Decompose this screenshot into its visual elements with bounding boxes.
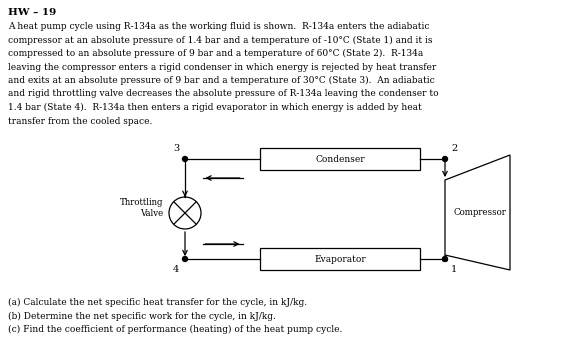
Text: transfer from the cooled space.: transfer from the cooled space. xyxy=(8,117,152,126)
Bar xyxy=(260,248,420,270)
Text: Condenser: Condenser xyxy=(315,155,365,164)
Polygon shape xyxy=(445,155,510,270)
Text: (b) Determine the net specific work for the cycle, in kJ/kg.: (b) Determine the net specific work for … xyxy=(8,312,276,321)
Text: compressed to an absolute pressure of 9 bar and a temperature of 60°C (State 2).: compressed to an absolute pressure of 9 … xyxy=(8,49,423,58)
Circle shape xyxy=(169,197,201,229)
Text: A heat pump cycle using R-134a as the working fluid is shown.  R-134a enters the: A heat pump cycle using R-134a as the wo… xyxy=(8,22,429,31)
Text: Compressor: Compressor xyxy=(453,208,506,217)
Text: 2: 2 xyxy=(451,144,457,153)
Text: leaving the compressor enters a rigid condenser in which energy is rejected by h: leaving the compressor enters a rigid co… xyxy=(8,62,436,71)
Circle shape xyxy=(443,157,448,161)
Text: compressor at an absolute pressure of 1.4 bar and a temperature of -10°C (State : compressor at an absolute pressure of 1.… xyxy=(8,35,432,45)
Text: HW – 19: HW – 19 xyxy=(8,8,57,17)
Circle shape xyxy=(443,257,448,261)
Circle shape xyxy=(183,157,187,161)
Circle shape xyxy=(183,257,187,261)
Text: 1.4 bar (State 4).  R-134a then enters a rigid evaporator in which energy is add: 1.4 bar (State 4). R-134a then enters a … xyxy=(8,103,422,112)
Bar xyxy=(260,148,420,170)
Text: (c) Find the coefficient of performance (heating) of the heat pump cycle.: (c) Find the coefficient of performance … xyxy=(8,325,343,334)
Text: 3: 3 xyxy=(173,144,179,153)
Text: and rigid throttling valve decreases the absolute pressure of R-134a leaving the: and rigid throttling valve decreases the… xyxy=(8,90,439,99)
Text: 1: 1 xyxy=(451,265,457,274)
Text: 4: 4 xyxy=(173,265,179,274)
Text: (a) Calculate the net specific heat transfer for the cycle, in kJ/kg.: (a) Calculate the net specific heat tran… xyxy=(8,298,307,307)
Text: and exits at an absolute pressure of 9 bar and a temperature of 30°C (State 3). : and exits at an absolute pressure of 9 b… xyxy=(8,76,435,85)
Text: Evaporator: Evaporator xyxy=(314,255,366,264)
Text: Throttling
Valve: Throttling Valve xyxy=(119,197,163,218)
